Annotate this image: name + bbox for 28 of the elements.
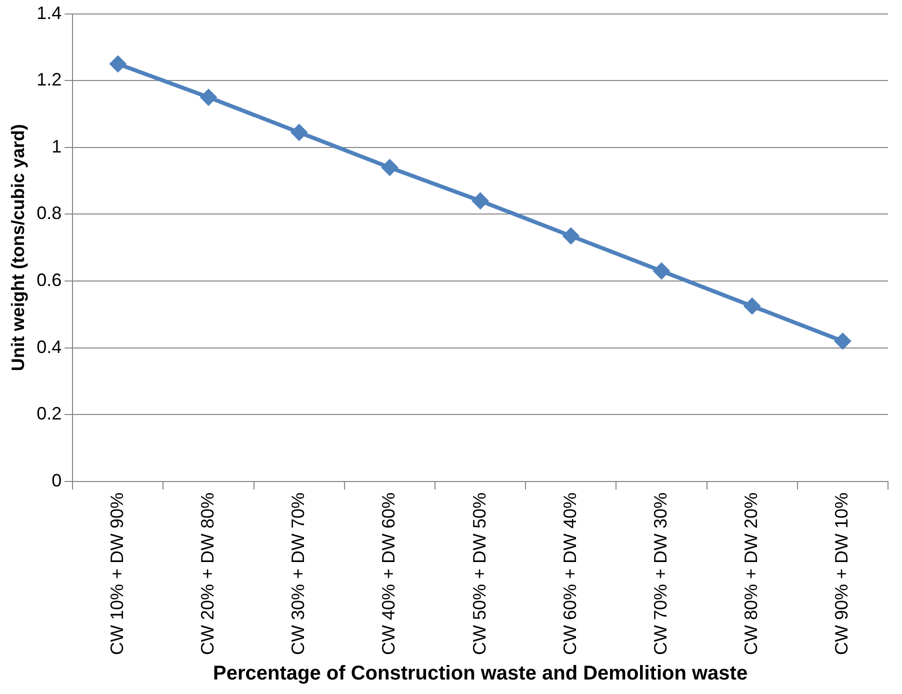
y-tick-label: 0.8 <box>36 203 62 224</box>
point <box>562 227 580 244</box>
x-tick-label: CW 80% + DW 20% <box>741 492 762 655</box>
x-tick-label: CW 60% + DW 40% <box>560 492 580 655</box>
y-tick-label: 1 <box>52 136 62 156</box>
point <box>109 55 126 72</box>
x-axis-title: Percentage of Construction waste and Demolition waste <box>213 662 748 685</box>
x-tick-label: CW 40% + DW 60% <box>378 492 399 655</box>
x-tick-label: CW 20% + DW 80% <box>197 492 218 655</box>
point <box>381 158 398 176</box>
point <box>834 332 852 350</box>
y-axis-title: Unit weight (tons/cubic yard) <box>8 124 28 372</box>
y-tick-label: 0.2 <box>36 404 62 424</box>
x-tick-label: CW 50% + DW 50% <box>469 492 490 655</box>
y-tick-label: 0.4 <box>36 336 62 357</box>
y-tick-label: 1.2 <box>36 70 62 90</box>
y-tick-label: 1.4 <box>36 2 62 23</box>
x-tick-label: CW 90% + DW 10% <box>832 492 852 655</box>
point <box>744 298 761 315</box>
x-tick-label: CW 30% + DW 70% <box>288 492 308 655</box>
point <box>200 88 218 106</box>
y-tick-label: 0 <box>52 470 62 490</box>
point <box>472 192 489 210</box>
point <box>290 124 308 141</box>
x-tick-label: CW 70% + DW 30% <box>650 492 670 655</box>
point <box>653 262 670 280</box>
y-tick-label: 0.6 <box>36 270 62 290</box>
x-tick-label: CW 10% + DW 90% <box>106 492 127 655</box>
